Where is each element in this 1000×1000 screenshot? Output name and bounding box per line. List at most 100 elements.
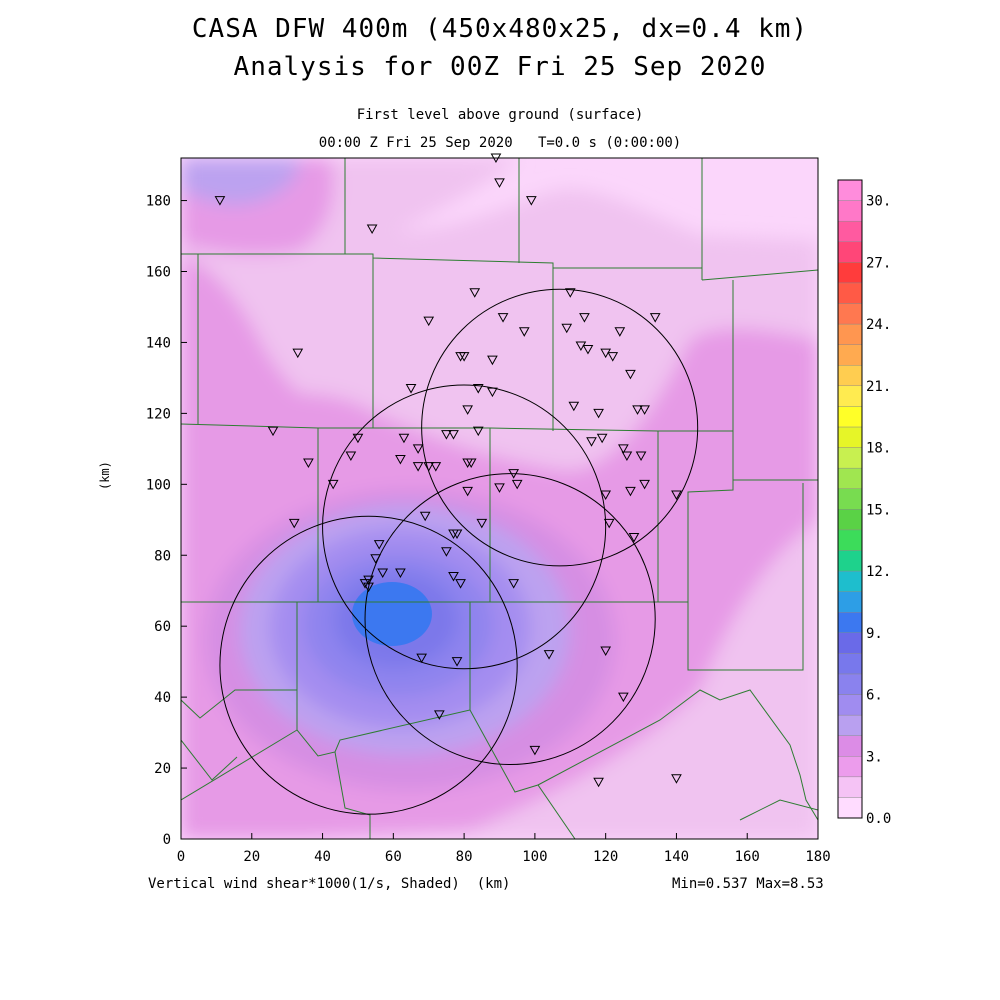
colorbar-swatch <box>837 323 863 345</box>
colorbar-swatch <box>837 220 863 242</box>
colorbar-swatch <box>837 653 863 675</box>
colorbar-swatch <box>837 241 863 263</box>
x-tick-label: 20 <box>243 849 260 865</box>
colorbar-label: 24. <box>866 317 891 333</box>
station-marker <box>487 355 498 366</box>
colorbar-swatch <box>837 282 863 304</box>
colorbar-swatch <box>837 611 863 633</box>
county-line <box>181 739 238 781</box>
station-marker <box>469 288 481 298</box>
x-axis: 0 20 40 60 80 100 120 140 160 180 <box>177 833 831 865</box>
footer-variable: Vertical wind shear*1000(1/s, Shaded) (k… <box>148 876 511 892</box>
station-marker <box>370 554 381 564</box>
station-marker <box>628 533 640 543</box>
station-marker <box>292 348 304 359</box>
station-marker <box>419 511 431 522</box>
station-marker <box>416 653 427 664</box>
station-marker <box>671 490 682 500</box>
y-tick-label: 140 <box>146 335 171 351</box>
station-marker <box>593 408 604 419</box>
station-marker <box>441 430 452 440</box>
station-marker <box>214 196 226 206</box>
colorbar-swatch <box>837 344 863 366</box>
station-marker <box>586 437 597 447</box>
plot-frame <box>180 157 819 840</box>
colorbar-swatch <box>837 447 863 469</box>
radar-ring-1 <box>219 515 518 815</box>
colorbar-swatch <box>837 632 863 654</box>
station-marker <box>405 384 417 394</box>
station-marker <box>649 313 661 323</box>
x-axis-label: (km) <box>476 876 511 892</box>
colorbar-swatch <box>837 509 863 531</box>
radar-ring-3 <box>364 473 656 766</box>
colorbar-frame <box>837 179 863 819</box>
colorbar-swatch <box>837 365 863 387</box>
colorbar-swatch <box>837 673 863 695</box>
colorbar-swatch <box>837 529 863 551</box>
station-marker <box>582 345 594 355</box>
station-marker <box>377 568 389 579</box>
colorbar-swatch <box>837 735 863 757</box>
colorbar: 0.0 3. 6. 9. 12. 15. 18. 21. 24. 27. 30. <box>837 179 891 827</box>
station-marker <box>472 384 484 394</box>
county-line <box>701 269 818 281</box>
colorbar-label: 18. <box>866 441 891 457</box>
station-marker <box>465 458 477 469</box>
colorbar-swatch <box>837 426 863 448</box>
county-line <box>687 480 804 671</box>
station-marker <box>561 323 573 334</box>
colorbar-swatch <box>837 303 863 325</box>
colorbar-label: 15. <box>866 502 891 518</box>
county-line <box>732 280 818 481</box>
station-marker <box>600 646 612 657</box>
title-line-1: CASA DFW 400m (450x480x25, dx=0.4 km) <box>191 14 809 44</box>
station-marker <box>575 341 587 352</box>
radar-rings <box>219 288 699 815</box>
station-marker <box>458 352 470 362</box>
station-marker <box>398 433 410 444</box>
station-marker <box>462 405 474 415</box>
colorbar-label: 0.0 <box>866 811 891 827</box>
station-marker <box>508 469 520 479</box>
x-tick-label: 40 <box>314 849 331 865</box>
county-line <box>469 709 576 839</box>
county-line <box>537 689 818 821</box>
station-marker <box>352 433 364 444</box>
y-axis: 0 20 40 60 80 100 120 140 160 180 <box>146 194 187 848</box>
station-marker <box>635 451 647 461</box>
station-marker <box>441 547 452 557</box>
station-marker <box>267 426 279 437</box>
station-marker <box>625 369 636 380</box>
station-marker <box>625 486 636 497</box>
colorbar-label: 3. <box>866 749 883 765</box>
station-marker <box>600 490 612 500</box>
radar-ring-4 <box>421 288 699 567</box>
station-marker <box>451 657 463 667</box>
station-marker <box>366 224 378 234</box>
station-marker <box>363 582 374 593</box>
y-tick-label: 40 <box>154 690 171 706</box>
title-line-2: Analysis for 00Z Fri 25 Sep 2020 <box>233 52 767 82</box>
stations <box>214 153 682 788</box>
x-tick-label: 140 <box>664 849 689 865</box>
colorbar-swatch <box>837 570 863 592</box>
station-marker <box>593 777 604 788</box>
y-tick-label: 160 <box>146 265 171 281</box>
county-line <box>334 751 371 839</box>
station-marker <box>423 316 435 327</box>
subtitle-time: 00:00 Z Fri 25 Sep 2020 T=0.0 s (0:00:00… <box>318 135 682 151</box>
colorbar-swatch <box>837 797 863 819</box>
county-line <box>181 729 298 801</box>
station-marker <box>600 348 612 359</box>
x-tick-label: 80 <box>456 849 473 865</box>
station-marker <box>618 444 629 454</box>
subtitle-level: First level above ground (surface) <box>356 107 644 123</box>
station-marker <box>639 479 650 490</box>
x-tick-label: 180 <box>805 849 830 865</box>
colorbar-label: 27. <box>866 255 891 271</box>
colorbar-swatch <box>837 200 863 222</box>
station-marker <box>529 745 541 756</box>
colorbar-swatch <box>837 694 863 716</box>
